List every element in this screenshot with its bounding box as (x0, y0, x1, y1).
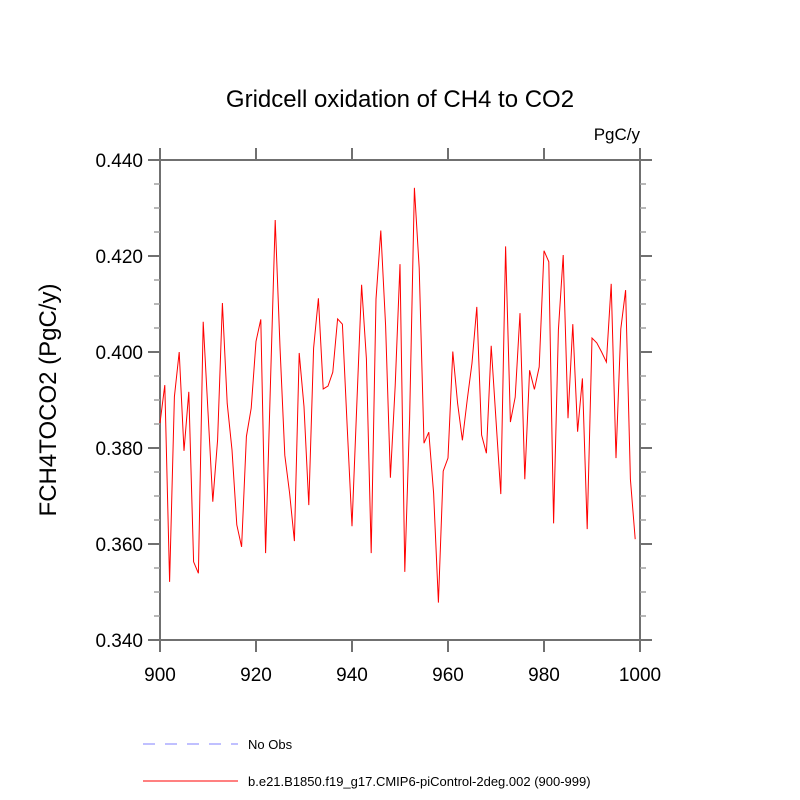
x-tick-label: 960 (432, 665, 464, 686)
y-tick-label: 0.440 (95, 151, 143, 172)
legend-label-model-run: b.e21.B1850.f19_g17.CMIP6-piControl-2deg… (248, 774, 591, 789)
x-tick-label: 1000 (619, 665, 661, 686)
legend: No Obs b.e21.B1850.f19_g17.CMIP6-piContr… (143, 737, 591, 789)
y-tick-label: 0.340 (95, 631, 143, 652)
units-label: PgC/y (594, 125, 641, 144)
plot-frame (159, 159, 641, 641)
legend-label-no-obs: No Obs (248, 737, 293, 752)
y-axis-label: FCH4TOCO2 (PgC/y) (35, 284, 62, 517)
series-line (159, 187, 636, 603)
y-tick-label: 0.380 (95, 439, 143, 460)
axis-tick-labels: 900 920 940 960 980 1000 0.340 0.360 0.380 0.400 0… (95, 151, 661, 686)
y-tick-label: 0.420 (95, 247, 143, 268)
plot-border (159, 159, 641, 641)
x-tick-label: 940 (336, 665, 368, 686)
x-tick-label: 980 (528, 665, 560, 686)
axis-ticks (148, 148, 652, 652)
x-tick-label: 900 (144, 665, 176, 686)
chart-title: Gridcell oxidation of CH4 to CO2 (226, 86, 574, 113)
x-tick-label: 920 (240, 665, 272, 686)
y-tick-label: 0.360 (95, 535, 143, 556)
y-tick-label: 0.400 (95, 343, 143, 364)
series-group (159, 187, 636, 603)
